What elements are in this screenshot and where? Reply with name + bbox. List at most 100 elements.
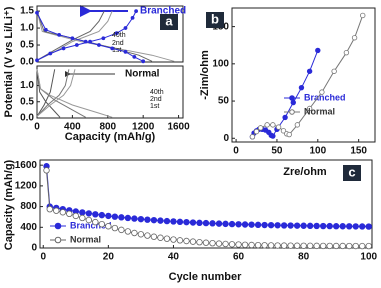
series-line: [36, 69, 113, 118]
data-point: [241, 241, 249, 248]
x-tick-label: 400: [64, 122, 81, 133]
y-tick-label: 0.0: [20, 113, 34, 124]
series-line: [36, 69, 61, 118]
series-line: [36, 10, 144, 62]
panel-badge: [206, 12, 224, 28]
y-tick-label: 1200: [15, 181, 38, 192]
data-point: [88, 39, 92, 44]
x-tick-label: 100: [360, 252, 377, 263]
data-point: [189, 219, 197, 226]
data-point: [170, 218, 177, 225]
data-point: [46, 205, 53, 213]
data-point: [339, 223, 346, 230]
data-point: [319, 242, 327, 250]
data-point: [131, 215, 138, 222]
data-point: [101, 36, 106, 41]
curve-label: 2nd: [150, 96, 162, 103]
data-point: [61, 46, 66, 51]
y-tick-label: 0: [223, 133, 229, 144]
y-tick-label: 400: [20, 222, 37, 233]
legend-marker: [289, 109, 295, 115]
data-point: [48, 51, 53, 56]
data-point: [111, 213, 119, 220]
data-point: [202, 239, 210, 246]
data-point: [110, 46, 115, 51]
panel-badge: [343, 165, 361, 181]
curve-label: 1st: [150, 103, 159, 110]
data-point: [280, 222, 288, 229]
curve-label: 40th: [150, 89, 164, 96]
data-point: [74, 43, 79, 47]
data-point: [123, 26, 128, 30]
data-point: [351, 35, 358, 41]
data-point: [306, 222, 314, 230]
data-point: [209, 220, 216, 227]
legend-label: Branched: [70, 220, 112, 230]
data-point: [189, 238, 197, 245]
series-line: [36, 10, 153, 62]
data-point: [228, 241, 236, 248]
data-point: [332, 242, 340, 250]
data-point: [183, 218, 190, 226]
y-tick-label: 100: [212, 58, 229, 69]
data-point: [290, 99, 296, 106]
data-point: [248, 221, 255, 228]
x-tick-label: 0: [233, 146, 239, 157]
y-tick-label: 0: [31, 243, 37, 254]
data-point: [114, 31, 119, 36]
data-point: [257, 125, 264, 131]
x-tick-label: 60: [233, 252, 245, 263]
y-axis-label: Potential (V vs Li/Li⁺): [3, 6, 15, 117]
curve-label: 40th: [112, 32, 126, 39]
y-axis-label: Capacity (mAh/g): [3, 159, 15, 250]
data-point: [300, 242, 307, 249]
data-point: [306, 68, 313, 74]
data-point: [130, 15, 135, 20]
data-point: [97, 43, 101, 47]
data-point: [306, 105, 313, 112]
data-point: [339, 242, 346, 250]
data-point: [352, 223, 359, 230]
data-point: [43, 27, 48, 32]
data-point: [72, 212, 80, 220]
data-point: [150, 216, 158, 224]
data-point: [170, 236, 177, 243]
data-point: [346, 223, 353, 230]
data-point: [157, 217, 164, 224]
data-point: [137, 215, 145, 223]
data-point: [326, 242, 333, 250]
plot-frame: [36, 5, 184, 63]
data-point: [365, 242, 372, 250]
data-point: [228, 220, 236, 228]
data-point: [83, 39, 88, 44]
plot-frame: [39, 159, 373, 249]
data-point: [274, 222, 281, 229]
data-point: [92, 218, 99, 226]
data-point: [85, 210, 93, 217]
data-point: [163, 235, 171, 242]
data-point: [326, 222, 333, 230]
data-point: [215, 240, 223, 247]
curve-label: 1st: [112, 47, 121, 54]
data-point: [79, 214, 86, 222]
data-point: [300, 222, 307, 229]
data-point: [222, 240, 229, 248]
y-tick-label: 0.0: [20, 57, 34, 68]
data-point: [150, 233, 158, 240]
annotation: Branched: [140, 6, 186, 17]
plot-frame: [36, 65, 184, 119]
data-point: [282, 114, 288, 121]
data-point: [118, 226, 125, 234]
data-point: [280, 242, 288, 249]
data-point: [261, 221, 268, 229]
x-tick-label: 50: [271, 146, 283, 157]
data-point: [287, 222, 294, 229]
data-point: [294, 122, 301, 128]
data-point: [267, 221, 275, 229]
data-point: [134, 9, 139, 13]
data-point: [57, 32, 62, 37]
data-point: [144, 232, 151, 239]
y-tick-label: 0.5: [20, 96, 34, 107]
curve-label: 2nd: [112, 40, 124, 47]
data-point: [66, 210, 73, 218]
